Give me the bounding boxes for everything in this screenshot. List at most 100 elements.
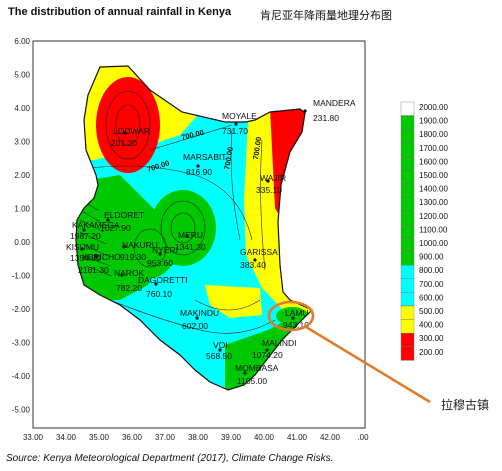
- station-value: 568.50: [206, 351, 232, 361]
- station-kericho: KERICHO 2161.30: [78, 252, 121, 275]
- zone-semi-dry-southeast: [205, 285, 262, 318]
- legend-swatch: [400, 224, 415, 239]
- station-malindi: MALINDI 1074.20: [252, 338, 296, 360]
- station-value: 383.40: [240, 260, 266, 270]
- legend-swatch: [400, 319, 415, 334]
- station-value: 1027.90: [100, 223, 131, 233]
- stations: LODWAR 201.20 MOYALE 731.70 MANDERA 231.…: [66, 98, 356, 386]
- y-tick: 0.00: [14, 238, 30, 247]
- station-value: 816.90: [186, 167, 212, 177]
- legend-label: 1100.00: [419, 225, 448, 234]
- legend-label: 800.00: [419, 266, 444, 275]
- contour-label: 700.00: [251, 136, 263, 160]
- station-name: VOI: [213, 340, 228, 350]
- station-kakamega: KAKAMEGA 1987.20: [70, 220, 120, 241]
- y-axis: 6.00 5.00 4.00 3.00 2.00 1.00 0.00 -1.00…: [12, 37, 31, 415]
- legend-swatch: [400, 346, 415, 361]
- legend-swatch: [400, 156, 415, 171]
- station-name: MOMBASA: [235, 363, 279, 373]
- kenya-border: [75, 65, 314, 391]
- legend-label: 700.00: [419, 280, 444, 289]
- y-tick: 6.00: [14, 37, 30, 46]
- station-value: 1074.20: [252, 350, 283, 360]
- contour-lines: [76, 90, 276, 334]
- station-wajir: WAJIR 335.10: [256, 173, 286, 195]
- station-value: 943.10: [283, 320, 309, 330]
- station-mandera: MANDERA 231.80: [303, 98, 356, 123]
- contour-label: 700.00: [222, 146, 235, 170]
- y-tick: 2.00: [14, 171, 30, 180]
- station-name: ELDORET: [104, 210, 144, 220]
- legend-swatch: [400, 278, 415, 293]
- lamu-callout-circle: [267, 300, 315, 332]
- x-tick: 34.00: [56, 433, 77, 442]
- station-lamu: LAMU 943.10: [283, 308, 309, 330]
- station-moyale: MOYALE 731.70: [222, 111, 257, 136]
- legend-swatch: [400, 101, 415, 116]
- legend-swatch: [400, 251, 415, 266]
- station-value: 731.70: [222, 126, 248, 136]
- x-tick: 38.00: [188, 433, 209, 442]
- station-value: 335.10: [256, 185, 282, 195]
- legend-label: 1700.00: [419, 144, 448, 153]
- legend-swatch: [400, 292, 415, 307]
- x-tick: 41.00: [287, 433, 308, 442]
- station-nyeri: NYERI 953.60: [147, 245, 178, 268]
- y-tick: 3.00: [14, 138, 30, 147]
- legend-swatch: [400, 265, 415, 280]
- map-subtitle: 肯尼亚年降雨量地理分布图: [260, 9, 392, 22]
- station-meru: MERU 1341.30: [175, 230, 206, 252]
- legend-label: 1200.00: [419, 212, 448, 221]
- station-name: MERU: [178, 230, 203, 240]
- station-value: 782.20: [116, 283, 142, 293]
- legend-swatch: [400, 305, 415, 320]
- x-tick: 33.00: [23, 433, 44, 442]
- legend-label: 1800.00: [419, 130, 448, 139]
- station-value: 1341.30: [175, 242, 206, 252]
- legend-label: 1400.00: [419, 185, 448, 194]
- station-name: MOYALE: [222, 111, 257, 121]
- station-value: 1354.80: [70, 253, 101, 263]
- legend-label: 1600.00: [419, 157, 448, 166]
- y-tick: -2.00: [12, 305, 31, 314]
- station-value: 201.20: [111, 138, 137, 148]
- zone-wet-lamu: [276, 307, 308, 325]
- legend-label: 200.00: [419, 348, 444, 357]
- y-tick: 4.00: [14, 104, 30, 113]
- legend-label: 1900.00: [419, 117, 448, 126]
- y-tick: -1.00: [12, 272, 31, 281]
- station-name: MAKINDU: [180, 308, 219, 318]
- x-tick: 36.00: [122, 433, 143, 442]
- y-tick: -3.00: [12, 339, 31, 348]
- legend-label: 1300.00: [419, 198, 448, 207]
- x-tick: 40.00: [254, 433, 275, 442]
- station-name: NAKURU: [122, 240, 158, 250]
- legend-label: 2000.00: [419, 103, 448, 112]
- y-tick: -5.00: [12, 406, 31, 415]
- legend: 2000.00 1900.00 1800.00 1700.00 1600.00 1500.…: [400, 101, 448, 361]
- station-name: LODWAR: [113, 126, 150, 136]
- callout-leader-line: [305, 325, 431, 404]
- x-tick: 39.00: [221, 433, 242, 442]
- legend-swatch: [400, 237, 415, 252]
- legend-label: 400.00: [419, 321, 444, 330]
- station-name: LAMU: [285, 308, 309, 318]
- station-nakuru: NAKURU 919.30: [120, 240, 158, 262]
- station-mombasa: MOMBASA 1105.00: [235, 363, 279, 386]
- legend-label: 500.00: [419, 307, 444, 316]
- station-name: MARSABIT: [183, 152, 226, 162]
- lamu-annotation: 拉穆古镇: [441, 398, 490, 412]
- station-name: DAGORETTI: [138, 275, 188, 285]
- x-tick: 42.00: [320, 433, 341, 442]
- legend-label: 1500.00: [419, 171, 448, 180]
- station-garissa: GARISSA 383.40: [240, 247, 278, 270]
- station-value: 953.60: [147, 258, 173, 268]
- legend-swatch: [400, 210, 415, 225]
- zone-wet-central: [124, 218, 176, 278]
- station-value: 602.00: [182, 321, 208, 331]
- station-marsabit: MARSABIT 816.90: [183, 152, 226, 177]
- source-note: Source: Kenya Meteorological Department …: [6, 453, 334, 464]
- x-tick: .00: [357, 433, 369, 442]
- y-tick: 5.00: [14, 71, 30, 80]
